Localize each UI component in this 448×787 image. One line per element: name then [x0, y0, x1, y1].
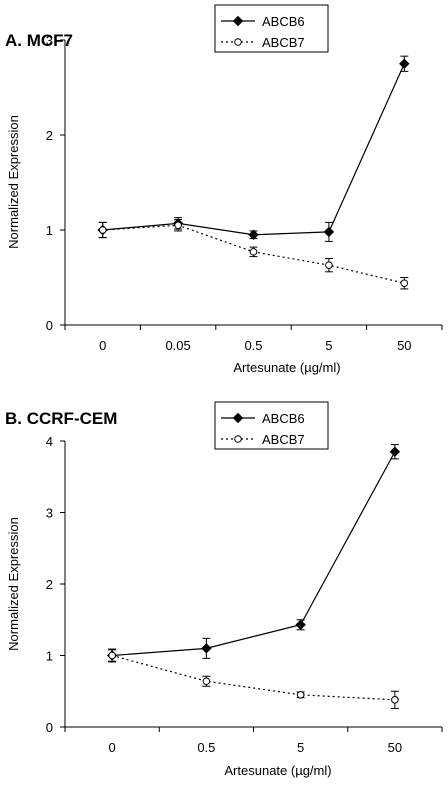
series-lines	[111, 451, 396, 701]
legend: ABCB6 ABCB7	[214, 4, 329, 53]
x-tick-label: 0.5	[244, 338, 262, 353]
legend-marker	[232, 412, 244, 424]
legend-box	[214, 401, 329, 450]
series-line-abcb6	[112, 451, 396, 657]
data-point-abcb7	[98, 226, 107, 234]
x-tick-label: 5	[297, 740, 304, 755]
data-point-abcb7	[325, 261, 333, 269]
legend-box	[214, 4, 329, 53]
y-tick-label: 0	[46, 318, 53, 333]
data-point-abcb6	[399, 58, 410, 69]
legend-label: ABCB7	[262, 432, 305, 447]
series-line-abcb6	[102, 63, 405, 236]
y-tick-label: 3	[46, 33, 53, 48]
ticks: 0 1 2 3 0 0.05 0.5 5 50	[46, 33, 443, 353]
data-point-abcb7	[174, 221, 182, 230]
panel-a-mcf7: A. MCF7 Normalized Expression Artesunate…	[5, 4, 443, 375]
data-point-abcb6	[248, 229, 259, 240]
legend-marker	[232, 15, 244, 27]
y-tick-label: 3	[46, 506, 53, 521]
data-point-abcb6	[323, 226, 335, 238]
y-tick-label: 2	[46, 577, 53, 592]
legend-marker	[234, 435, 242, 443]
x-tick-label: 0	[109, 740, 116, 755]
y-tick-label: 2	[46, 128, 53, 143]
x-tick-label: 5	[325, 338, 332, 353]
y-tick-label: 1	[46, 649, 53, 664]
data-point-abcb7	[108, 651, 116, 660]
x-tick-label: 0.5	[197, 740, 215, 755]
y-axis-title: Normalized Expression	[6, 115, 21, 249]
x-tick-label: 0.05	[165, 338, 190, 353]
data-point-abcb6	[201, 643, 212, 654]
panel-title: A. MCF7	[5, 31, 73, 50]
y-tick-label: 1	[46, 223, 53, 238]
error-bars	[108, 444, 399, 709]
y-tick-label: 4	[46, 434, 53, 449]
panel-title: B. CCRF-CEM	[5, 409, 117, 428]
x-axis-title: Artesunate (µg/ml)	[233, 360, 340, 375]
data-point-abcb7	[296, 691, 305, 699]
series-line-abcb7	[111, 654, 395, 701]
ticks: 0 1 2 3 4 0 0.5 5 50	[46, 434, 443, 755]
series-markers	[97, 58, 410, 288]
data-point-abcb6	[295, 619, 306, 630]
x-tick-label: 0	[99, 338, 106, 353]
data-point-abcb7	[202, 677, 211, 686]
axes	[64, 441, 442, 728]
series-markers	[106, 446, 401, 704]
data-point-abcb6	[389, 446, 401, 457]
x-tick-label: 50	[397, 338, 411, 353]
data-point-abcb7	[249, 248, 258, 256]
legend: ABCB6 ABCB7	[214, 401, 329, 450]
legend-label: ABCB6	[262, 14, 305, 29]
y-tick-label: 0	[46, 720, 53, 735]
x-tick-label: 50	[388, 740, 402, 755]
legend-label: ABCB6	[262, 411, 305, 426]
legend-marker	[234, 38, 242, 46]
y-axis-title: Normalized Expression	[6, 517, 21, 651]
legend-label: ABCB7	[262, 35, 305, 50]
data-point-abcb7	[400, 279, 409, 288]
panel-b-ccrf-cem: B. CCRF-CEM Normalized Expression Artesu…	[5, 401, 443, 778]
axes	[64, 40, 442, 326]
data-point-abcb7	[391, 696, 399, 704]
x-axis-title: Artesunate (µg/ml)	[224, 763, 331, 778]
